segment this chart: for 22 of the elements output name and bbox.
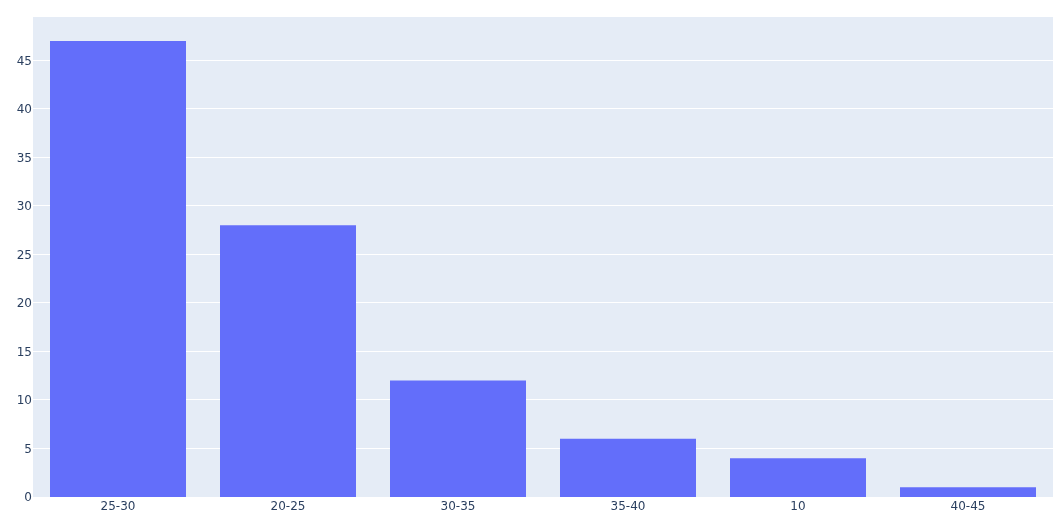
y-tick-label: 45	[16, 53, 32, 68]
y-tick-label: 20	[16, 296, 32, 311]
bar	[50, 40, 186, 497]
x-tick-label: 40-45	[950, 499, 986, 513]
bar	[900, 487, 1036, 497]
y-tick-label: 30	[16, 199, 32, 214]
bar	[390, 380, 526, 497]
y-tick-label: 5	[24, 441, 32, 456]
x-tick-label: 10	[790, 499, 806, 513]
y-tick-label: 25	[16, 247, 32, 262]
y-tick-label: 10	[16, 393, 32, 408]
x-tick-label: 20-25	[270, 499, 306, 513]
bar	[730, 458, 866, 497]
y-tick-label: 40	[16, 102, 32, 117]
y-tick-label: 0	[24, 490, 32, 505]
x-tick-label: 30-35	[440, 499, 476, 513]
bar	[220, 225, 356, 497]
y-tick-label: 15	[16, 344, 32, 359]
bar	[560, 438, 696, 497]
x-tick-label: 35-40	[610, 499, 646, 513]
x-tick-label: 25-30	[100, 499, 136, 513]
y-tick-label: 35	[16, 150, 32, 165]
